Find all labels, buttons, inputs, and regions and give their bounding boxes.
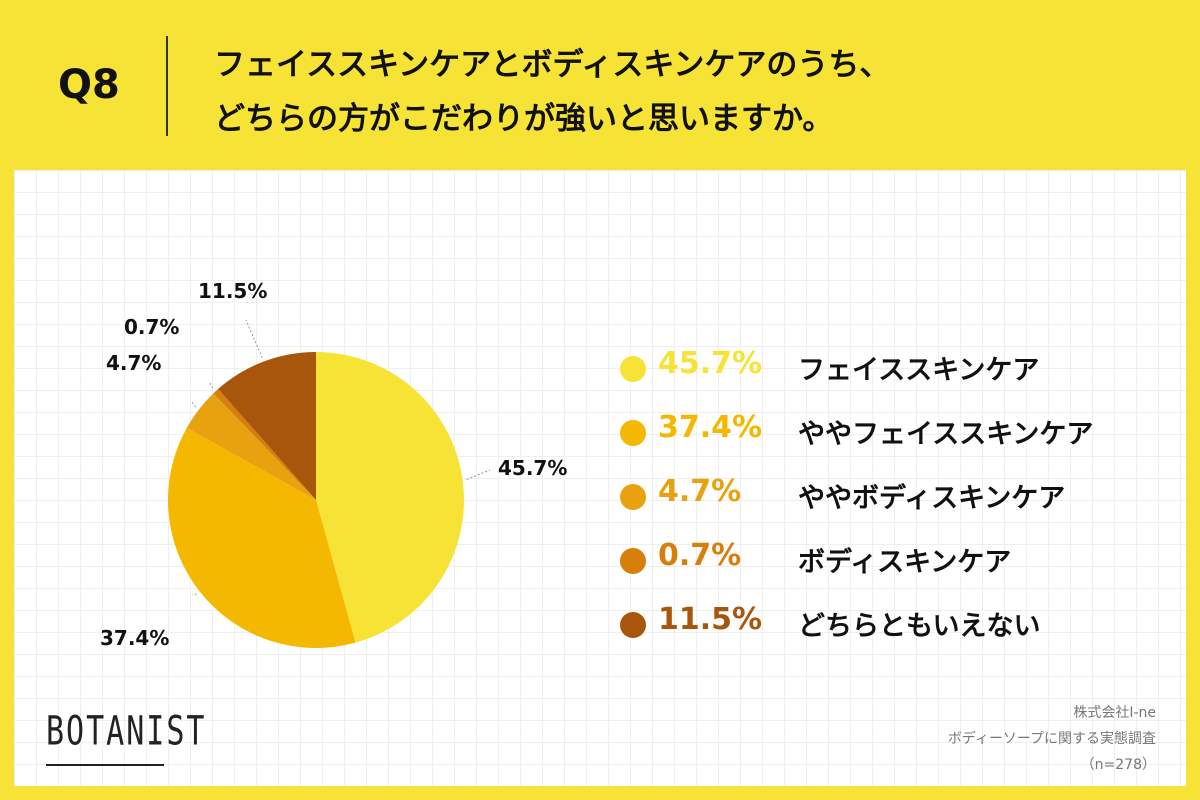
botanist-logo: BOTANIST <box>46 708 207 756</box>
leader-line-body <box>209 382 214 389</box>
slice-label-somewhat-body: 4.7% <box>106 351 161 375</box>
leader-line-face <box>466 469 491 480</box>
leader-line-neither <box>245 319 263 359</box>
slice-label-body: 0.7% <box>124 315 179 339</box>
question-text: フェイススキンケアとボディスキンケアのうち、 どちらの方がこだわりが強いと思いま… <box>214 38 1174 146</box>
pie-slice-neither <box>218 352 316 500</box>
legend-name-neither: どちらともいえない <box>798 611 1041 642</box>
legend-name-somewhat-body: ややボディスキンケア <box>798 483 1066 514</box>
question-number: Q8 <box>58 62 120 108</box>
legend-dot-somewhat-face <box>620 420 646 446</box>
pie-slice-face <box>316 352 465 643</box>
pie-slice-somewhat-body <box>186 393 316 500</box>
legend-pct-somewhat-body: 4.7% <box>658 474 742 509</box>
leader-line-somewhat-body <box>191 401 197 408</box>
legend-name-somewhat-face: ややフェイススキンケア <box>798 419 1094 450</box>
legend-pct-body: 0.7% <box>658 538 742 573</box>
legend-pct-somewhat-face: 37.4% <box>658 410 763 445</box>
chart-panel: 45.7% 37.4% 4.7% 0.7% 11.5% 45.7% フェイススキンケア … <box>14 170 1186 786</box>
legend-dot-face <box>620 356 646 382</box>
leader-line-somewhat-face <box>191 593 197 596</box>
question-line-2: どちらの方がこだわりが強いと思いますか。 <box>214 101 834 137</box>
slice-label-face: 45.7% <box>498 456 567 480</box>
slice-label-somewhat-face: 37.4% <box>100 626 169 650</box>
pie-chart: 45.7% 37.4% 4.7% 0.7% 11.5% <box>100 279 567 650</box>
legend-pct-face: 45.7% <box>658 346 763 381</box>
source-note: 株式会社I-ne ボディーソープに関する実態調査 （n=278） <box>948 700 1156 778</box>
source-company: 株式会社I-ne <box>1073 705 1156 721</box>
legend-name-body: ボディスキンケア <box>798 547 1012 578</box>
legend-dot-body <box>620 548 646 574</box>
legend-dot-somewhat-body <box>620 484 646 510</box>
question-line-1: フェイススキンケアとボディスキンケアのうち、 <box>214 47 891 83</box>
source-sample: （n=278） <box>1080 757 1156 773</box>
source-survey: ボディーソープに関する実態調査 <box>947 731 1156 747</box>
pie-slice-somewhat-face <box>168 427 356 648</box>
slice-label-neither: 11.5% <box>198 279 267 303</box>
pie-slice-body <box>213 388 316 500</box>
header-divider <box>166 36 168 136</box>
legend-dot-neither <box>620 612 646 638</box>
legend-name-face: フェイススキンケア <box>798 355 1040 386</box>
legend-pct-neither: 11.5% <box>658 602 763 637</box>
logo-underline <box>46 764 164 766</box>
